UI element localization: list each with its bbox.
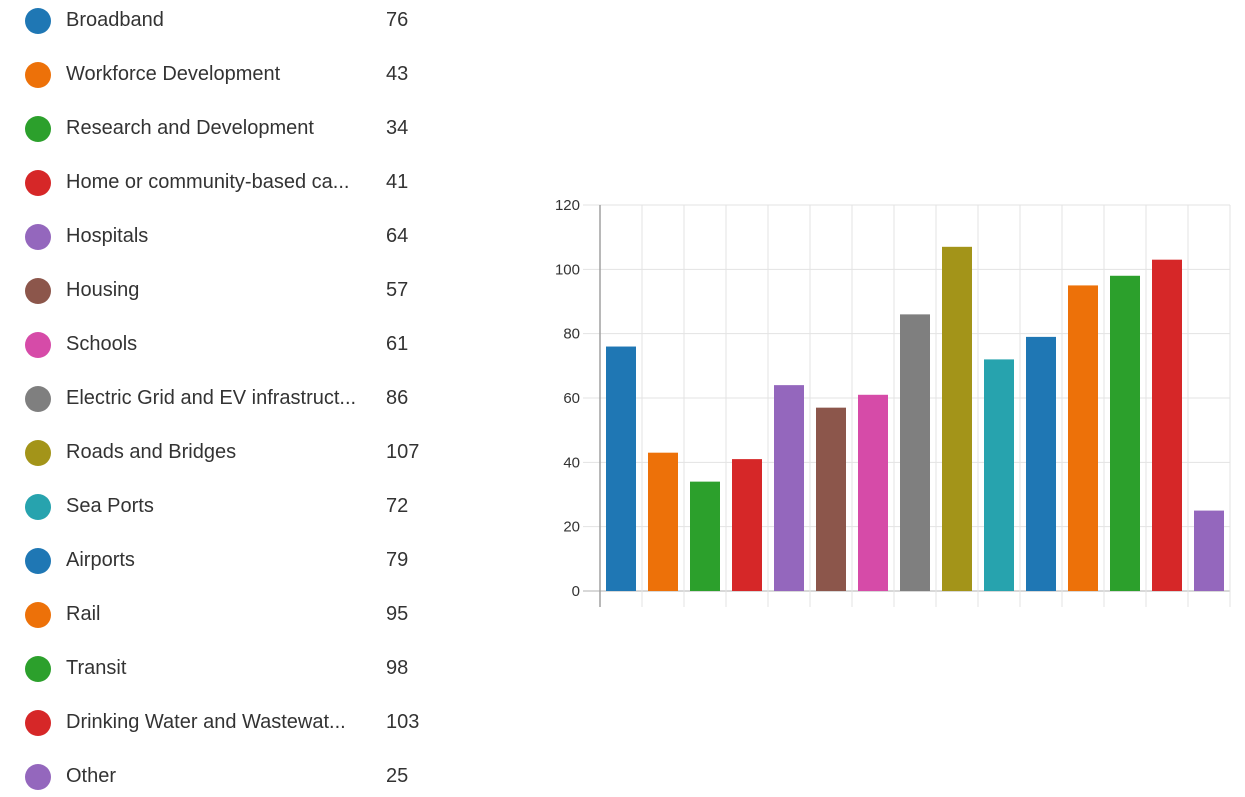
legend-color-dot-icon	[25, 602, 51, 628]
legend-label: Roads and Bridges	[66, 441, 237, 463]
bar-housing	[816, 407, 846, 591]
legend-color-dot-icon	[25, 656, 51, 682]
bar-airports	[1026, 336, 1056, 591]
y-tick-label: 100	[555, 261, 580, 278]
y-tick-label: 40	[563, 454, 580, 471]
legend-value: 61	[386, 333, 409, 355]
legend-item[interactable]: Housing 57	[0, 271, 460, 311]
legend-item[interactable]: Other 25	[0, 757, 460, 797]
legend-value: 43	[386, 63, 409, 85]
bar-drinking-water-and-wastewat	[1152, 259, 1182, 591]
legend-label: Housing	[66, 279, 140, 301]
y-tick-label: 80	[563, 326, 580, 343]
legend-item[interactable]: Transit 98	[0, 649, 460, 689]
legend-value: 57	[386, 279, 409, 301]
legend-value: 103	[386, 711, 420, 733]
legend-label: Research and Development	[66, 117, 314, 139]
legend-item[interactable]: Electric Grid and EV infrastruct... 86	[0, 379, 460, 419]
y-tick-label: 60	[563, 390, 580, 407]
legend-item[interactable]: Schools 61	[0, 325, 460, 365]
bar-broadband	[606, 346, 636, 591]
legend-item[interactable]: Sea Ports 72	[0, 487, 460, 527]
legend-value: 34	[386, 117, 409, 139]
legend-value: 72	[386, 495, 409, 517]
legend-color-dot-icon	[25, 278, 51, 304]
legend-label: Workforce Development	[66, 63, 281, 85]
legend-value: 107	[386, 441, 420, 463]
y-tick-label: 0	[572, 583, 580, 600]
legend-label: Home or community-based ca...	[66, 171, 350, 193]
legend-item[interactable]: Hospitals 64	[0, 217, 460, 257]
legend-item[interactable]: Roads and Bridges 107	[0, 433, 460, 473]
bar-research-and-development	[690, 481, 720, 591]
legend-label: Broadband	[66, 9, 164, 31]
legend-label: Hospitals	[66, 225, 149, 247]
legend-value: 76	[386, 9, 409, 31]
legend-color-dot-icon	[25, 710, 51, 736]
legend-item[interactable]: Workforce Development 43	[0, 55, 460, 95]
y-tick-label: 120	[555, 197, 580, 214]
legend-color-dot-icon	[25, 62, 51, 88]
bar-home-or-community-based-ca	[732, 459, 762, 591]
legend-color-dot-icon	[25, 548, 51, 574]
legend-value: 64	[386, 225, 409, 247]
legend-item[interactable]: Broadband 76	[0, 1, 460, 41]
y-tick-label: 20	[563, 519, 580, 536]
legend-item[interactable]: Research and Development 34	[0, 109, 460, 149]
bar-hospitals	[774, 385, 804, 591]
legend-label: Schools	[66, 333, 138, 355]
legend-label: Airports	[66, 549, 135, 571]
legend-color-dot-icon	[25, 440, 51, 466]
legend-item[interactable]: Drinking Water and Wastewat... 103	[0, 703, 460, 743]
legend-color-dot-icon	[25, 8, 51, 34]
legend-color-dot-icon	[25, 116, 51, 142]
legend-color-dot-icon	[25, 224, 51, 250]
legend-label: Other	[66, 765, 117, 787]
legend-value: 98	[386, 657, 409, 679]
legend-color-dot-icon	[25, 386, 51, 412]
bar-rail	[1068, 285, 1098, 591]
bar-sea-ports	[984, 359, 1014, 591]
legend-value: 95	[386, 603, 409, 625]
legend-label: Rail	[66, 603, 101, 625]
legend-label: Sea Ports	[66, 495, 154, 517]
legend-value: 79	[386, 549, 409, 571]
bar-transit	[1110, 275, 1140, 591]
legend-color-dot-icon	[25, 494, 51, 520]
bar-roads-and-bridges	[942, 246, 972, 592]
legend-value: 41	[386, 171, 409, 193]
legend-color-dot-icon	[25, 764, 51, 790]
legend-item[interactable]: Rail 95	[0, 595, 460, 635]
legend-label: Drinking Water and Wastewat...	[66, 711, 346, 733]
legend-color-dot-icon	[25, 332, 51, 358]
legend-item[interactable]: Home or community-based ca... 41	[0, 163, 460, 203]
legend-label: Transit	[66, 657, 127, 679]
legend-value: 86	[386, 387, 409, 409]
legend-color-dot-icon	[25, 170, 51, 196]
bar-other	[1194, 510, 1224, 591]
bar-electric-grid-and-ev-infrastruct	[900, 314, 930, 591]
legend-item[interactable]: Airports 79	[0, 541, 460, 581]
legend-label: Electric Grid and EV infrastruct...	[66, 387, 357, 409]
bar-workforce-development	[648, 452, 678, 591]
bar-schools	[858, 394, 888, 591]
legend-value: 25	[386, 765, 409, 787]
